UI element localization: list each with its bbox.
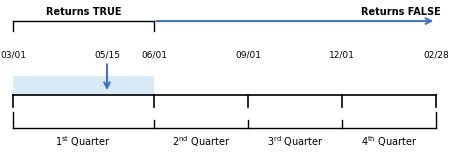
Text: $\mathregular{4}^{\mathregular{th}}$ Quarter: $\mathregular{4}^{\mathregular{th}}$ Qua… [361, 134, 417, 149]
Text: 02/28: 02/28 [423, 51, 449, 60]
Text: 03/01: 03/01 [0, 51, 26, 60]
Text: $\mathregular{2}^{\mathregular{nd}}$ Quarter: $\mathregular{2}^{\mathregular{nd}}$ Qua… [172, 134, 230, 149]
Text: 05/15: 05/15 [94, 51, 120, 60]
Text: 06/01: 06/01 [141, 51, 167, 60]
Text: 09/01: 09/01 [235, 51, 261, 60]
Text: $\mathregular{1}^{\mathregular{st}}$ Quarter: $\mathregular{1}^{\mathregular{st}}$ Qua… [55, 134, 111, 149]
Text: 12/01: 12/01 [329, 51, 355, 60]
Text: $\mathregular{3}^{\mathregular{rd}}$ Quarter: $\mathregular{3}^{\mathregular{rd}}$ Qua… [267, 134, 323, 149]
Bar [13, 76, 154, 95]
Text: Returns FALSE: Returns FALSE [361, 6, 440, 16]
Text: Returns TRUE: Returns TRUE [46, 6, 122, 16]
